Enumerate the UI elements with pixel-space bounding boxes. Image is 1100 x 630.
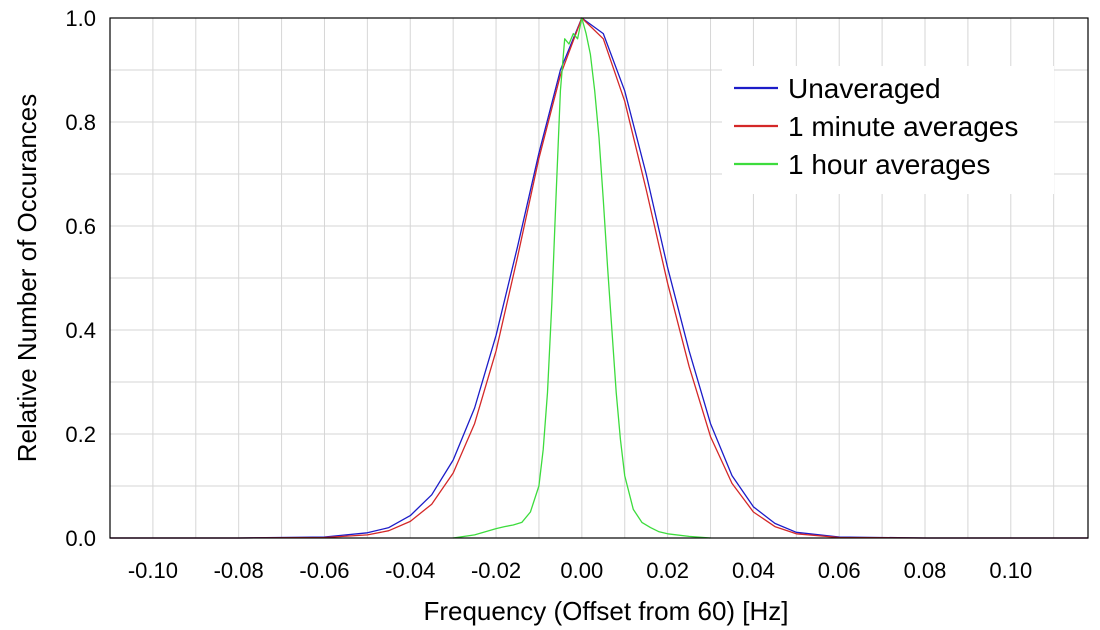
legend-label: 1 hour averages bbox=[788, 149, 990, 180]
legend-label: 1 minute averages bbox=[788, 111, 1018, 142]
y-tick-label: 0.4 bbox=[65, 318, 96, 343]
x-tick-label: 0.08 bbox=[904, 558, 947, 583]
x-tick-label: -0.10 bbox=[128, 558, 178, 583]
x-tick-label: -0.04 bbox=[385, 558, 435, 583]
x-tick-label: 0.04 bbox=[732, 558, 775, 583]
x-tick-label: -0.02 bbox=[471, 558, 521, 583]
x-axis-title: Frequency (Offset from 60) [Hz] bbox=[423, 596, 788, 626]
y-tick-label: 1.0 bbox=[65, 6, 96, 31]
x-tick-label: 0.10 bbox=[989, 558, 1032, 583]
x-tick-label: 0.06 bbox=[818, 558, 861, 583]
legend: Unaveraged 1 minute averages 1 hour averag… bbox=[722, 66, 1054, 194]
y-axis-title: Relative Number of Occurances bbox=[12, 94, 42, 462]
y-tick-label: 0.6 bbox=[65, 214, 96, 239]
x-tick-label: -0.06 bbox=[299, 558, 349, 583]
x-tick-label: 0.02 bbox=[646, 558, 689, 583]
y-tick-label: 0.0 bbox=[65, 526, 96, 551]
legend-label: Unaveraged bbox=[788, 73, 941, 104]
y-axis-ticks: 0.0 0.2 0.4 0.6 0.8 1.0 bbox=[65, 6, 96, 551]
y-tick-label: 0.8 bbox=[65, 110, 96, 135]
x-axis-ticks: -0.10 -0.08 -0.06 -0.04 -0.02 0.00 0.02 0.04 0.0… bbox=[128, 558, 1032, 583]
x-tick-label: -0.08 bbox=[214, 558, 264, 583]
x-tick-label: 0.00 bbox=[560, 558, 603, 583]
plot-frame bbox=[109, 17, 1089, 539]
y-tick-label: 0.2 bbox=[65, 422, 96, 447]
